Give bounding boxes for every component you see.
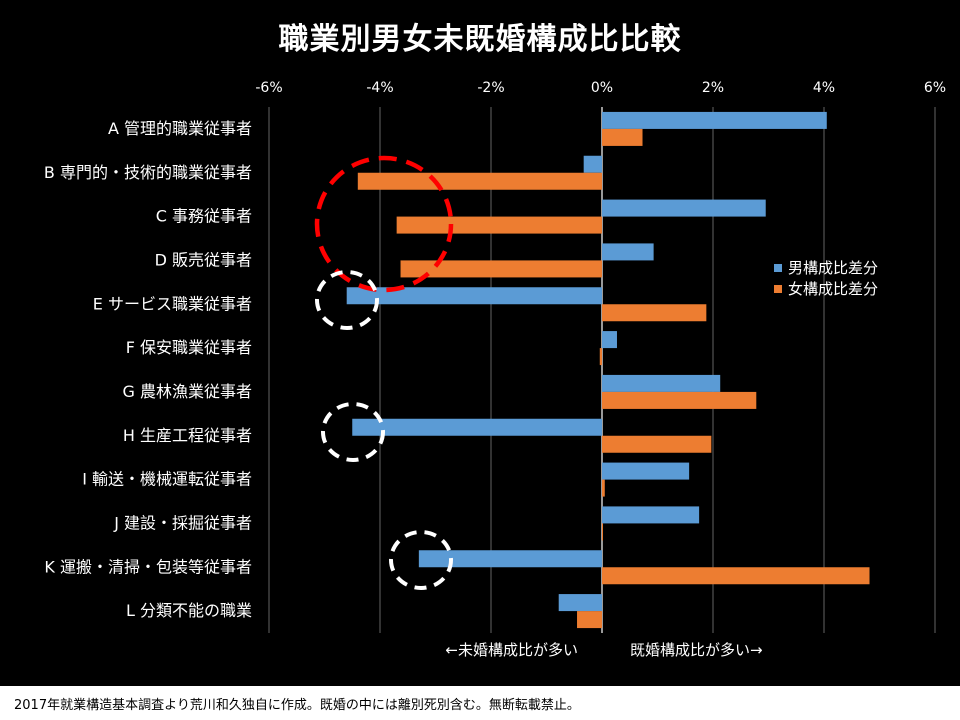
bar-female	[602, 435, 712, 453]
category-label: A 管理的職業従事者	[108, 119, 252, 138]
x-tick-label: 6%	[924, 80, 946, 96]
category-label: C 事務従事者	[156, 207, 252, 226]
legend-swatch	[774, 264, 782, 272]
category-label: K 運搬・清掃・包装等従事者	[44, 557, 252, 576]
bar-female	[602, 523, 603, 541]
highlight-circle	[389, 530, 453, 590]
bar-male	[352, 418, 602, 436]
annotation-right-arrow: 既婚構成比が多い→	[630, 641, 763, 659]
legend-label: 男構成比差分	[788, 259, 878, 277]
bar-male	[602, 243, 654, 261]
category-label: H 生産工程従事者	[123, 426, 252, 445]
bar-male	[346, 287, 602, 305]
highlight-circle	[315, 270, 379, 330]
highlight-circle	[314, 155, 454, 293]
x-axis-tick-labels: -6% -4% -2% 0% 2% 4% 6%	[255, 80, 946, 96]
bar-male	[602, 506, 700, 524]
bar-male	[558, 594, 602, 612]
bar-male	[418, 550, 602, 568]
x-tick-label: 0%	[591, 80, 613, 96]
highlight-circles	[314, 155, 454, 590]
category-label: L 分類不能の職業	[126, 601, 252, 620]
bar-chart: -6% -4% -2% 0% 2% 4% 6% A 管理的職業従事者 B 専門的・技術的職業従…	[44, 80, 946, 659]
category-label: F 保安職業従事者	[126, 338, 252, 357]
category-label: D 販売従事者	[155, 250, 252, 269]
bar-female	[602, 567, 870, 585]
bar-male	[602, 111, 827, 129]
bar-female	[602, 479, 605, 497]
bar-male	[602, 374, 721, 392]
category-label: B 専門的・技術的職業従事者	[44, 163, 252, 182]
bar-female	[357, 172, 602, 190]
x-tick-label: 2%	[702, 80, 724, 96]
footer-note: 2017年就業構造基本調査より荒川和久独自に作成。既婚の中には離別死別含む。無断…	[14, 698, 580, 713]
legend-label: 女構成比差分	[788, 280, 878, 298]
bar-male	[602, 331, 617, 349]
bar-male	[583, 155, 602, 173]
bar-female	[602, 128, 643, 146]
x-tick-label: 4%	[813, 80, 835, 96]
category-label: J 建設・採掘従事者	[113, 513, 252, 532]
highlight-circle	[321, 402, 385, 462]
chart-title: 職業別男女未既婚構成比比較	[278, 22, 682, 57]
bar-male	[602, 199, 766, 217]
gridlines	[268, 107, 936, 633]
legend-swatch	[774, 285, 782, 293]
footer-bar: 2017年就業構造基本調査より荒川和久独自に作成。既婚の中には離別死別含む。無断…	[0, 686, 960, 720]
category-label: I 輸送・機械運転従事者	[82, 470, 252, 489]
x-tick-label: -4%	[366, 80, 393, 96]
bar-female	[602, 391, 757, 409]
category-labels: A 管理的職業従事者 B 専門的・技術的職業従事者 C 事務従事者 D 販売従事者 E …	[44, 119, 252, 620]
bar-female	[396, 216, 602, 234]
bar-female	[602, 304, 707, 322]
bar-male	[602, 462, 690, 480]
bar-female	[599, 348, 602, 366]
x-tick-label: -6%	[255, 80, 282, 96]
bar-female	[400, 260, 602, 278]
category-label: G 農林漁業従事者	[123, 382, 253, 401]
bar-female	[577, 611, 602, 629]
x-tick-label: -2%	[477, 80, 504, 96]
annotation-left-arrow: ←未婚構成比が多い	[445, 641, 578, 659]
direction-annotations: ←未婚構成比が多い 既婚構成比が多い→	[445, 641, 762, 659]
category-label: E サービス職業従事者	[93, 294, 252, 313]
bars	[346, 111, 870, 629]
